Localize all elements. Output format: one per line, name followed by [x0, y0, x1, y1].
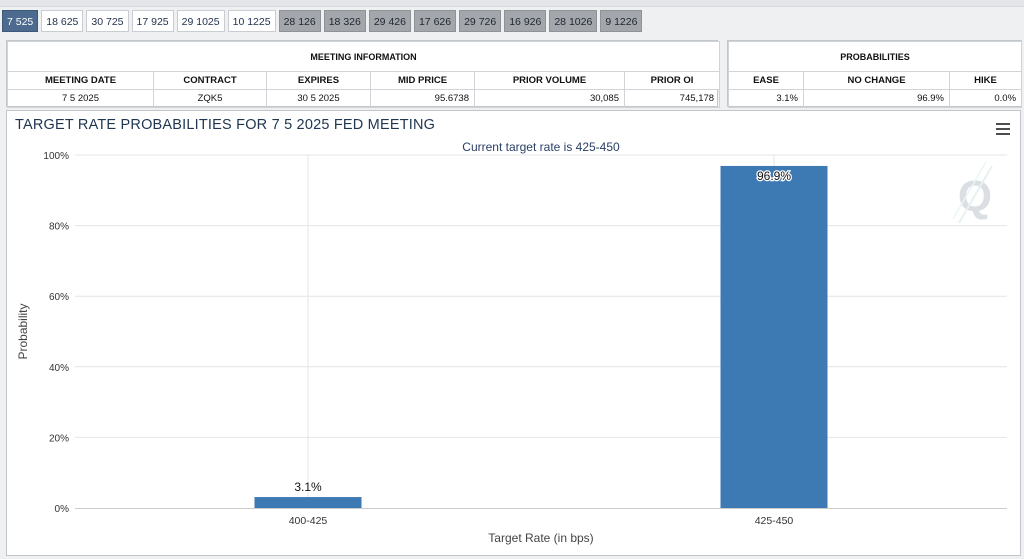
tab-meeting-13[interactable]: 9 1226 [600, 10, 643, 32]
x-axis-label: Target Rate (in bps) [488, 531, 593, 545]
bar-425-450[interactable] [720, 165, 828, 508]
tab-meeting-2[interactable]: 30 725 [86, 10, 129, 32]
y-tick-label: 0% [55, 504, 70, 515]
window-top-bar [0, 0, 1024, 7]
header-expires: EXPIRES [266, 71, 371, 90]
header-contract: CONTRACT [153, 71, 267, 90]
svg-text:Q: Q [958, 172, 992, 221]
header-prior-oi: PRIOR OI [623, 71, 721, 90]
header-ease: EASE [728, 71, 804, 90]
y-axis-label: Probability [16, 303, 30, 359]
x-tick-label: 425-450 [755, 515, 794, 527]
y-tick-label: 40% [49, 363, 69, 374]
no-change-value: 96.9% [803, 89, 950, 108]
tab-meeting-10[interactable]: 29 726 [459, 10, 502, 32]
expires-value: 30 5 2025 [266, 89, 371, 108]
ease-value: 3.1% [728, 89, 804, 108]
tab-meeting-1[interactable]: 18 625 [41, 10, 84, 32]
q-logo-icon: Q [952, 161, 993, 224]
tab-meeting-3[interactable]: 17 925 [131, 10, 174, 32]
chart-card: Q Current target rate is 425-450 0% 20% 40%… [6, 110, 1021, 556]
tab-meeting-4[interactable]: 29 1025 [176, 10, 225, 32]
tab-meeting-7[interactable]: 18 326 [323, 10, 366, 32]
tab-meeting-12[interactable]: 28 1026 [549, 10, 598, 32]
header-mid-price: MID PRICE [370, 71, 475, 90]
header-prior-volume: PRIOR VOLUME [474, 71, 625, 90]
header-meeting-date: MEETING DATE [7, 71, 154, 90]
data-label: 96.9% [757, 169, 791, 183]
tab-meeting-5[interactable]: 10 1225 [227, 10, 276, 32]
meeting-date-value: 7 5 2025 [7, 89, 154, 108]
contract-value: ZQK5 [153, 89, 267, 108]
chart-subtitle: Current target rate is 425-450 [462, 140, 620, 154]
probabilities-caption: PROBABILITIES [727, 41, 1023, 72]
tab-meeting-0[interactable]: 7 525 [2, 10, 39, 32]
meeting-information-caption: MEETING INFORMATION [6, 41, 721, 72]
chart-title: TARGET RATE PROBABILITIES FOR 7 5 2025 F… [15, 117, 436, 133]
y-tick-label: 20% [49, 433, 69, 444]
hike-value: 0.0% [948, 89, 1023, 108]
bar-400-425[interactable] [254, 497, 362, 508]
hamburger-menu-icon[interactable] [996, 123, 1010, 135]
bar-chart: Q Current target rate is 425-450 0% 20% 40%… [16, 140, 1007, 545]
meeting-date-tabs: 7 525 18 625 30 725 17 925 29 1025 10 1225 28 … [2, 10, 643, 32]
tab-meeting-6[interactable]: 28 126 [278, 10, 321, 32]
header-no-change: NO CHANGE [803, 71, 950, 90]
x-tick-label: 400-425 [289, 515, 328, 527]
y-tick-label: 80% [49, 222, 69, 233]
tab-meeting-8[interactable]: 29 426 [368, 10, 411, 32]
tab-meeting-9[interactable]: 17 626 [413, 10, 457, 32]
probabilities-panel: PROBABILITIES EASE NO CHANGE HIKE 3.1% 9… [727, 40, 1023, 108]
mid-price-value: 95.6738 [370, 89, 475, 108]
prior-volume-value: 30,085 [474, 89, 625, 108]
prior-oi-value: 745,178 [623, 89, 721, 108]
y-tick-label: 60% [49, 292, 69, 303]
data-label: 3.1% [294, 480, 322, 494]
header-hike: HIKE [948, 71, 1023, 90]
meeting-information-panel: MEETING INFORMATION MEETING DATE CONTRAC… [6, 40, 721, 108]
tab-meeting-11[interactable]: 16 926 [504, 10, 547, 32]
y-tick-label: 100% [43, 151, 69, 162]
